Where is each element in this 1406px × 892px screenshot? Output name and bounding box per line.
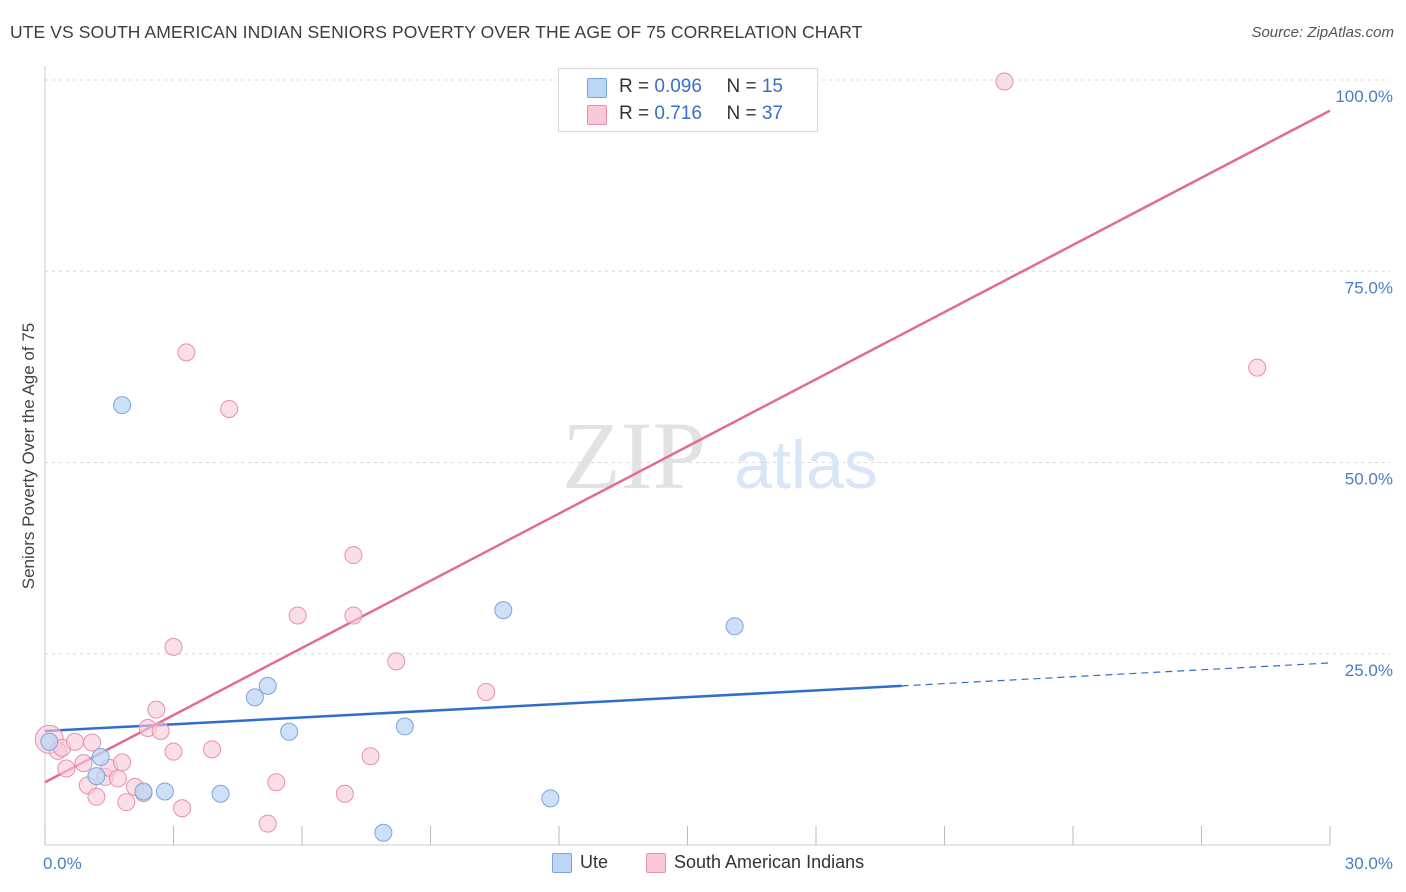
legend-r-label-ute: R = [619,76,655,97]
legend-n-value-sai: 37 [761,103,783,124]
point-ute-0 [40,732,59,751]
point-ute-13 [541,789,560,808]
point-sai-4 [65,732,84,751]
legend-swatch-sai [587,105,607,125]
point-sai-3 [57,759,76,778]
trend-line-sai [44,109,1331,784]
trend-lines [44,109,1331,784]
point-sai-22 [177,343,196,362]
point-ute-6 [211,784,230,803]
point-ute-5 [155,782,174,801]
point-sai-11 [108,769,127,788]
point-sai-31 [361,747,380,766]
point-sai-21 [173,799,192,818]
legend-n-value-ute: 15 [761,76,783,97]
y-tick-label-1: 50.0% [1345,470,1393,489]
legend-n-label-ute: N = [726,76,762,97]
point-ute-9 [280,722,299,741]
point-sai-7 [83,733,102,752]
point-sai-32 [387,652,406,671]
legend-r-value-sai: 0.716 [654,103,702,124]
point-ute-11 [395,717,414,736]
tick-labels: 25.0% 50.0% 75.0% 100.0% 0.0% 30.0% [43,87,1393,873]
point-sai-27 [288,606,307,625]
point-sai-35 [995,72,1014,91]
legend-box: R = 0.096 N = 15 R = 0.716 N = 37 [558,68,818,132]
point-sai-18 [151,722,170,741]
x-tick-label-0: 0.0% [43,854,82,873]
point-sai-24 [220,399,239,418]
legend-r-label-sai: R = [619,103,655,124]
point-ute-4 [134,782,153,801]
point-sai-5 [74,754,93,773]
point-sai-20 [164,637,183,656]
x-tick-label-1: 30.0% [1345,854,1393,873]
point-ute-8 [258,676,277,695]
bottom-legend-label-sai: South American Indians [674,852,865,872]
y-tick-label-3: 100.0% [1335,87,1393,106]
point-ute-14 [725,617,744,636]
watermark: ZIP atlas [562,402,878,509]
point-ute-1 [91,748,110,767]
point-sai-33 [477,683,496,701]
point-ute-3 [113,396,132,415]
point-sai-25 [258,814,277,833]
point-sai-30 [344,606,363,625]
legend-swatch-ute [587,78,607,98]
point-ute-10 [374,823,393,842]
point-sai-36 [1248,358,1267,377]
point-sai-28 [335,784,354,803]
watermark-zip: ZIP [562,402,706,509]
point-sai-19 [164,742,183,761]
watermark-atlas: atlas [734,427,878,503]
legend-n-label-sai: N = [726,103,762,124]
point-sai-8 [87,787,106,806]
point-sai-17 [147,700,166,719]
y-tick-label-2: 75.0% [1345,278,1393,297]
legend-r-value-ute: 0.096 [654,76,702,97]
point-ute-7 [245,688,264,707]
point-sai-12 [113,753,132,772]
point-ute-12 [494,601,513,620]
y-axis-label: Seniors Poverty Over the Age of 75 [19,323,38,589]
point-sai-26 [267,773,286,792]
trend-line-ute-extension [901,662,1331,687]
bottom-legend-label-ute: Ute [580,852,609,872]
axes [44,66,1331,846]
grid-lines [45,79,1390,655]
point-ute-2 [87,767,106,786]
y-tick-label-0: 25.0% [1345,661,1393,680]
chart-title: UTE VS SOUTH AMERICAN INDIAN SENIORS POV… [10,22,863,42]
bottom-legend-swatch-ute [552,853,572,873]
point-sai-23 [203,740,222,759]
source-label: Source: ZipAtlas.com [1251,24,1394,41]
point-sai-13 [117,793,136,812]
trend-line-ute [44,684,902,733]
point-sai-29 [344,546,363,565]
bottom-legend-swatch-sai [646,853,666,873]
